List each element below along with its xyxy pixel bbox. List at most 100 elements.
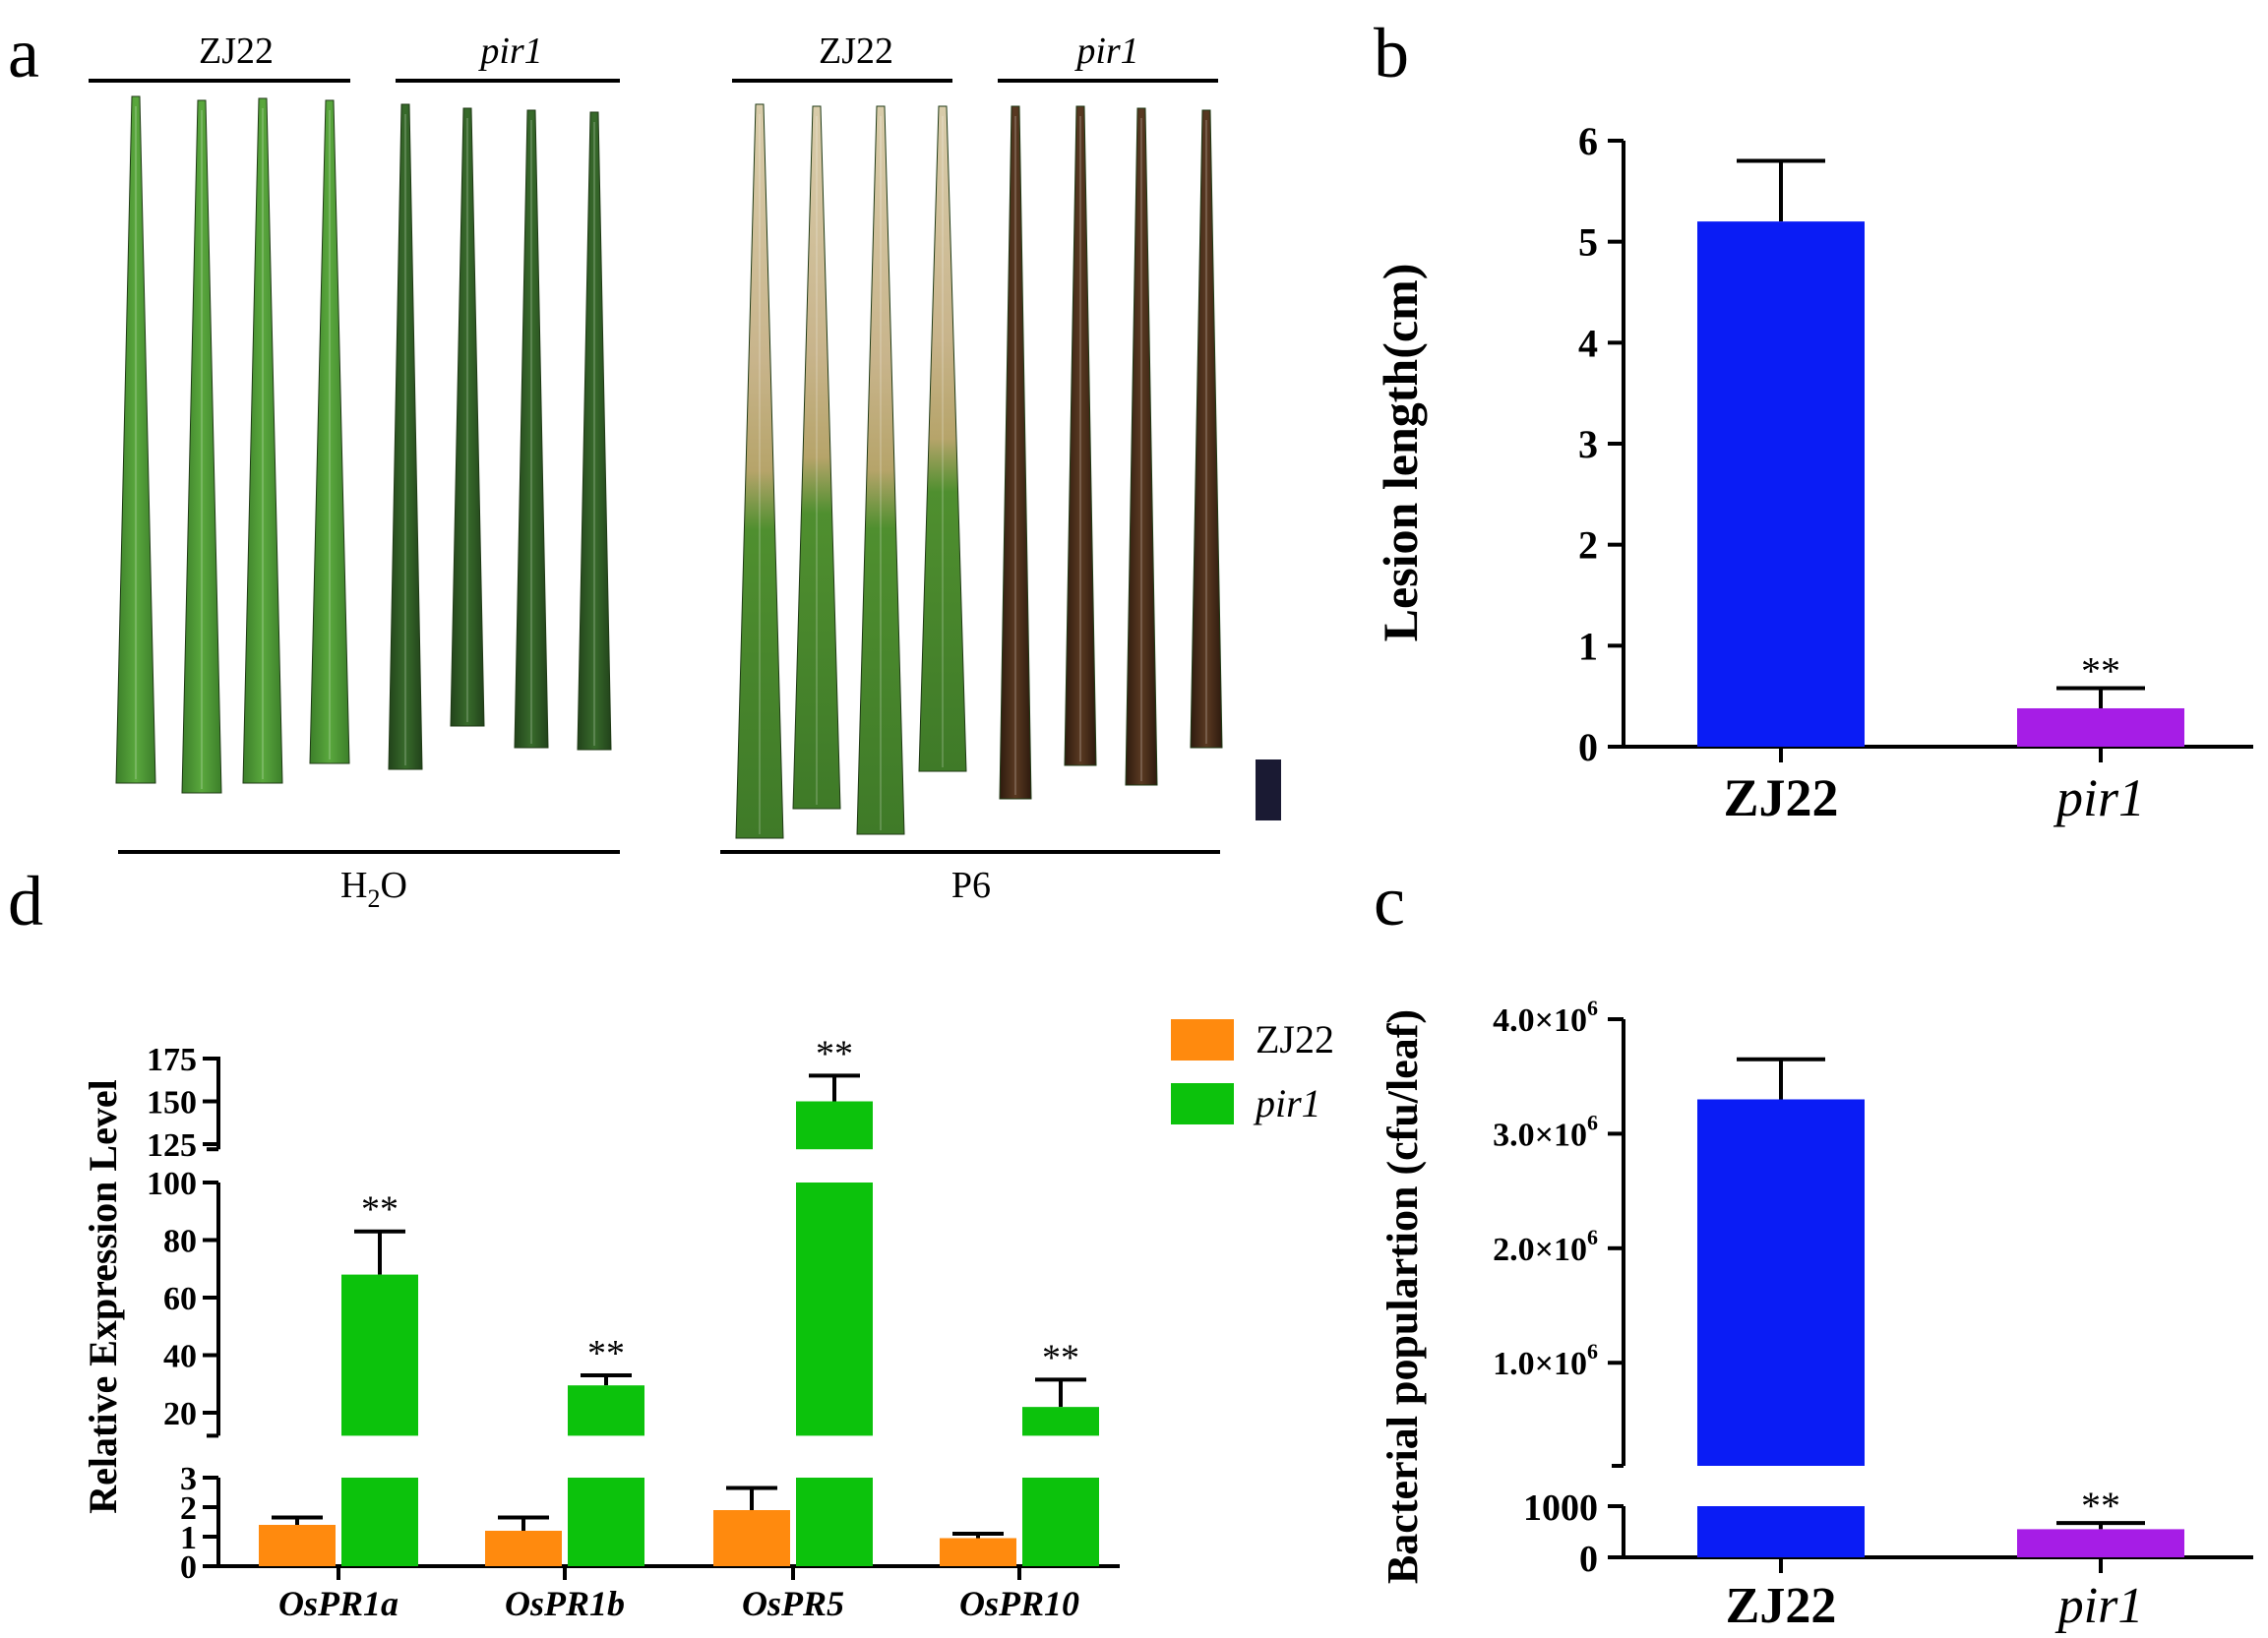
y-tick-label: 1 xyxy=(1578,624,1598,668)
bar-pir1 xyxy=(2017,707,2184,747)
bar-pir1-OsPR10 xyxy=(1022,1407,1099,1436)
h2o-zj22-label: ZJ22 xyxy=(199,30,274,72)
y-tick-label: 100 xyxy=(147,1166,197,1202)
significance-mark: ** xyxy=(1042,1337,1079,1378)
bar-pir1-OsPR5 xyxy=(796,1101,873,1150)
y-tick-label: 4 xyxy=(1578,321,1598,365)
h2o-zj22-leaf xyxy=(181,99,222,794)
significance-mark: ** xyxy=(361,1189,398,1231)
y-tick-label: 0 xyxy=(180,1549,197,1586)
bar-pir1-OsPR5-low xyxy=(796,1478,873,1566)
y-tick-label: 6 xyxy=(1578,119,1598,163)
p6-zj22-leaf xyxy=(918,105,967,772)
bar-pir1-OsPR1a xyxy=(341,1274,418,1436)
y-tick-label: 1000 xyxy=(1523,1487,1598,1529)
x-tick-label: OsPR1a xyxy=(278,1584,398,1623)
panel-d-label: d xyxy=(8,862,43,940)
x-tick-label: OsPR1b xyxy=(505,1584,625,1623)
x-tick-label: ZJ22 xyxy=(1723,768,1838,827)
bar-pir1-OsPR10-low xyxy=(1022,1478,1099,1566)
significance-mark: ** xyxy=(587,1333,625,1374)
legend-swatch-ZJ22 xyxy=(1171,1019,1234,1061)
bar-ZJ22-upper xyxy=(1697,1099,1865,1466)
y-tick-label: 2.0×106 xyxy=(1493,1225,1598,1268)
y-tick-label: 4.0×106 xyxy=(1493,996,1598,1039)
y-tick-label: 60 xyxy=(163,1281,197,1317)
h2o-zj22-leaf xyxy=(242,97,283,784)
h2o-pir1-leaf xyxy=(388,103,423,770)
y-tick-label: 3 xyxy=(180,1461,197,1497)
scale-bar xyxy=(1256,759,1281,820)
bar-pir1-OsPR1b-low xyxy=(568,1478,644,1566)
legend-label-ZJ22: ZJ22 xyxy=(1256,1017,1334,1062)
y-tick-label: 40 xyxy=(163,1339,197,1375)
p6-zj22-label: ZJ22 xyxy=(819,30,893,72)
y-tick-label: 175 xyxy=(147,1042,197,1078)
panel-b-ylabel: Lesion length(cm) xyxy=(1373,264,1428,642)
bar-pir1-OsPR5-mid xyxy=(796,1183,873,1436)
p6-pir1-leaf xyxy=(1064,105,1097,766)
y-tick-label: 5 xyxy=(1578,220,1598,265)
panel-c-ylabel: Bacterial populartion (cfu/leaf) xyxy=(1379,1009,1427,1584)
legend-label-pir1: pir1 xyxy=(1253,1081,1321,1125)
y-tick-label: 0 xyxy=(1578,725,1598,769)
p6-treatment-label: P6 xyxy=(951,865,991,906)
bar-ZJ22-lower xyxy=(1697,1506,1865,1557)
y-tick-label: 125 xyxy=(147,1127,197,1164)
bar-pir1-OsPR1b xyxy=(568,1385,644,1436)
bar-ZJ22 xyxy=(1697,221,1865,748)
h2o-pir1-label: pir1 xyxy=(477,30,542,72)
lesion-length-chart: 0 1 2 3 4 5 6 ZJ22 pir1 ** xyxy=(1578,119,2253,827)
p6-pir1-leaf xyxy=(1190,109,1223,749)
p6-pir1-label: pir1 xyxy=(1073,30,1138,72)
y-tick-label: 3 xyxy=(1578,422,1598,466)
panel-a: a ZJ22 pir1 ZJ22 pir1 H2O P6 xyxy=(8,14,1281,913)
h2o-pir1-leaf xyxy=(514,109,549,749)
y-tick-label: 1 xyxy=(180,1520,197,1556)
h2o-zj22-leaf xyxy=(115,95,156,784)
y-tick-label: 0 xyxy=(1579,1539,1598,1580)
x-tick-label: pir1 xyxy=(2054,1578,2144,1634)
bar-ZJ22-OsPR10 xyxy=(940,1538,1016,1566)
bar-ZJ22-OsPR5 xyxy=(713,1510,790,1566)
y-tick-label: 2 xyxy=(180,1490,197,1527)
bacterial-population-chart: 0 1000 1.0×106 2.0×106 3.0×106 4.0×106 ** ZJ22 p… xyxy=(1493,996,2253,1634)
panel-b-label: b xyxy=(1374,14,1409,92)
h2o-pir1-leaf xyxy=(577,111,612,751)
significance-mark: ** xyxy=(816,1033,853,1074)
x-tick-label: OsPR10 xyxy=(959,1584,1079,1623)
panel-d-ylabel: Relative Expression Level xyxy=(81,1079,125,1513)
p6-pir1-leaf xyxy=(1125,107,1158,786)
y-tick-label: 150 xyxy=(147,1085,197,1122)
y-tick-label: 1.0×106 xyxy=(1493,1339,1598,1382)
panel-a-label: a xyxy=(8,14,39,92)
y-tick-label: 80 xyxy=(163,1224,197,1260)
legend-swatch-pir1 xyxy=(1171,1083,1234,1124)
bar-ZJ22-OsPR1b xyxy=(485,1531,562,1566)
h2o-pir1-leaf xyxy=(450,107,485,727)
panel-c-label: c xyxy=(1374,862,1405,940)
p6-pir1-leaf xyxy=(999,105,1032,800)
h2o-zj22-leaf xyxy=(309,99,350,764)
panel-c: c Bacterial populartion (cfu/leaf) 0 1000… xyxy=(1374,862,2253,1634)
h2o-treatment-label: H2O xyxy=(340,865,407,913)
panel-b: b Lesion length(cm) 0 1 2 3 4 5 6 ZJ22 pir1 ** xyxy=(1373,14,2253,827)
bar-pir1-OsPR1a-low xyxy=(341,1478,418,1566)
x-tick-label: OsPR5 xyxy=(742,1584,844,1623)
p6-zj22-leaf xyxy=(856,105,905,835)
leaf-photo xyxy=(115,95,1223,839)
significance-mark: ** xyxy=(2081,648,2120,693)
y-tick-label: 2 xyxy=(1578,523,1598,568)
x-tick-label: ZJ22 xyxy=(1726,1578,1837,1634)
x-tick-label: pir1 xyxy=(2053,768,2145,827)
p6-zj22-leaf xyxy=(792,105,841,810)
y-tick-label: 3.0×106 xyxy=(1493,1110,1598,1153)
bar-pir1 xyxy=(2017,1529,2184,1557)
p6-zj22-leaf xyxy=(735,103,784,839)
y-tick-label: 20 xyxy=(163,1396,197,1432)
significance-mark: ** xyxy=(2081,1484,2120,1528)
bar-ZJ22-OsPR1a xyxy=(259,1525,336,1566)
